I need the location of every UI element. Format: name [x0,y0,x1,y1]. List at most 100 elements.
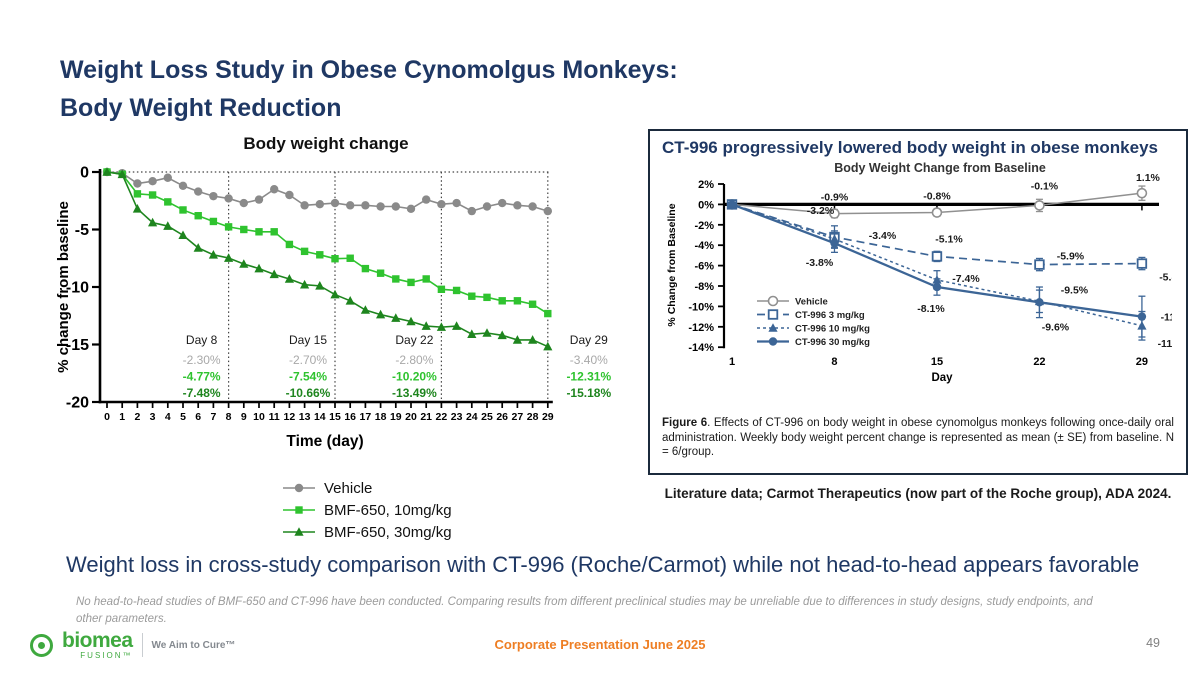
legend-marker-square-icon [283,506,315,514]
biomea-logo: biomea FUSION™ We Aim to Cure™ [30,630,235,660]
bmf650-chart-legend: Vehicle BMF-650, 10mg/kg BMF-650, 30mg/kg [281,477,635,543]
svg-text:-10.66%: -10.66% [286,386,331,400]
legend-label: BMF-650, 10mg/kg [324,501,452,519]
svg-text:-3.40%: -3.40% [570,353,608,367]
svg-text:-7.4%: -7.4% [952,273,980,285]
svg-text:24: 24 [466,411,478,423]
figure-caption-label: Figure 6 [662,417,708,430]
svg-text:Day 29: Day 29 [570,333,608,347]
legend-item-0: Vehicle [281,477,635,499]
svg-text:1.1%: 1.1% [1136,172,1161,184]
svg-text:-5.9%: -5.9% [1057,251,1085,263]
figure-caption: Figure 6. Effects of CT-996 on body weig… [662,416,1174,459]
svg-text:25: 25 [481,411,493,423]
svg-text:-11.0%: -11.0% [1161,312,1172,324]
svg-text:-2%: -2% [694,220,714,232]
svg-text:-15.18%: -15.18% [566,386,611,400]
slide-title-line2: Body Weight Reduction [60,93,342,122]
svg-text:29: 29 [542,411,554,423]
svg-text:22: 22 [436,411,448,423]
y-axis-label: % Change from Baseline [666,204,678,327]
series-1: -3.2% -5.1% -5.9% -5.8% [726,199,1187,284]
svg-text:-7.48%: -7.48% [183,386,221,400]
figure-caption-text: . Effects of CT-996 on body weight in ob… [662,417,1174,458]
svg-text:-7.54%: -7.54% [289,370,327,384]
svg-text:-13.49%: -13.49% [392,386,437,400]
series-2 [102,167,553,351]
axes: 2% 0% -2% -4% -6% -8% -10% -12% -14% 1 8 15 22 29 [688,179,1159,368]
ct996-chart-legend: Vehicle CT-996 3 mg/kg CT-996 10 mg/kg CT-9… [757,295,870,348]
svg-text:-8%: -8% [694,281,714,293]
biomea-logo-icon [30,633,53,657]
ct996-panel: CT-996 progressively lowered body weight… [648,129,1194,475]
svg-text:19: 19 [390,411,402,423]
svg-text:5: 5 [180,411,186,423]
legend-label: Vehicle [324,479,373,497]
svg-text:26: 26 [496,411,508,423]
axes: 0-5-10-15-200 1 2 3 4 5 6 7 8 9 10 11 12 13 14 15 16 17 18… [66,165,554,424]
svg-text:2%: 2% [698,179,714,191]
svg-text:CT-996 10 mg/kg: CT-996 10 mg/kg [795,324,870,335]
svg-text:-15: -15 [66,337,89,354]
svg-text:4: 4 [165,411,171,423]
svg-text:-2.80%: -2.80% [395,353,433,367]
svg-text:0: 0 [104,411,110,423]
svg-text:1: 1 [729,356,735,368]
footnote: No head-to-head studies of BMF-650 and C… [76,596,1093,626]
logo-divider [141,633,143,657]
svg-text:0: 0 [80,165,89,182]
logo-dot [38,641,45,649]
x-axis-label: Time (day) [286,433,363,450]
x-axis-label: Day [931,372,953,384]
svg-text:CT-996 30 mg/kg: CT-996 30 mg/kg [795,337,870,348]
svg-text:8: 8 [226,411,232,423]
svg-text:20: 20 [405,411,417,423]
bmf650-chart-plot: 0-5-10-15-200 1 2 3 4 5 6 7 8 9 10 11 12 13 14 15 16 17 18… [55,165,611,451]
series-1 [103,168,552,318]
bmf650-chart-title: Body weight change [243,134,409,153]
svg-text:-10%: -10% [688,302,714,314]
svg-text:29: 29 [1136,356,1148,368]
svg-text:10: 10 [253,411,265,423]
logo-subtext: FUSION™ [80,651,133,660]
logo-wordmark: biomea FUSION™ [62,630,133,660]
slide-title-line1: Weight Loss Study in Obese Cynomolgus Mo… [60,56,678,84]
svg-text:-4%: -4% [694,240,714,252]
svg-text:7: 7 [210,411,216,423]
svg-text:1: 1 [119,411,125,423]
svg-text:3: 3 [150,411,156,423]
svg-text:28: 28 [527,411,539,423]
footer-presentation-label: Corporate Presentation June 2025 [494,637,706,652]
svg-text:6: 6 [195,411,201,423]
y-axis-label: % change from baseline [55,201,72,373]
svg-text:0%: 0% [698,200,714,212]
ct996-chart-plot: Body Weight Change from Baseline2%0%-2%-… [666,161,1194,384]
svg-text:-0.9%: -0.9% [821,192,849,204]
literature-credit: Literature data; Carmot Therapeutics (no… [664,486,1172,501]
svg-text:-5.1%: -5.1% [935,234,963,246]
slide-title: Weight Loss Study in Obese Cynomolgus Mo… [60,52,678,127]
svg-text:Day 15: Day 15 [289,333,327,347]
legend-marker-triangle-icon [283,527,315,536]
svg-text:-2.70%: -2.70% [289,353,327,367]
logo-text: biomea [62,629,133,652]
svg-text:-9.6%: -9.6% [1042,322,1070,334]
svg-text:15: 15 [931,356,943,368]
svg-text:21: 21 [420,411,432,423]
svg-text:18: 18 [375,411,387,423]
svg-text:-3.2%: -3.2% [807,205,835,217]
svg-text:Vehicle: Vehicle [795,297,828,308]
svg-text:-4.77%: -4.77% [183,370,221,384]
series-0 [102,167,552,216]
key-statement: Weight loss in cross-study comparison wi… [66,552,1140,577]
logo-tagline: We Aim to Cure™ [151,639,236,651]
svg-text:2: 2 [134,411,140,423]
series-0: -0.9% -0.8% -0.1% 1.1% [726,172,1161,220]
svg-text:Day 8: Day 8 [186,333,218,347]
svg-text:-11.9%: -11.9% [1158,338,1172,350]
svg-text:-10: -10 [66,280,89,297]
svg-text:-5: -5 [75,222,89,239]
legend-label: BMF-650, 30mg/kg [324,523,452,541]
svg-text:-12%: -12% [688,322,714,334]
